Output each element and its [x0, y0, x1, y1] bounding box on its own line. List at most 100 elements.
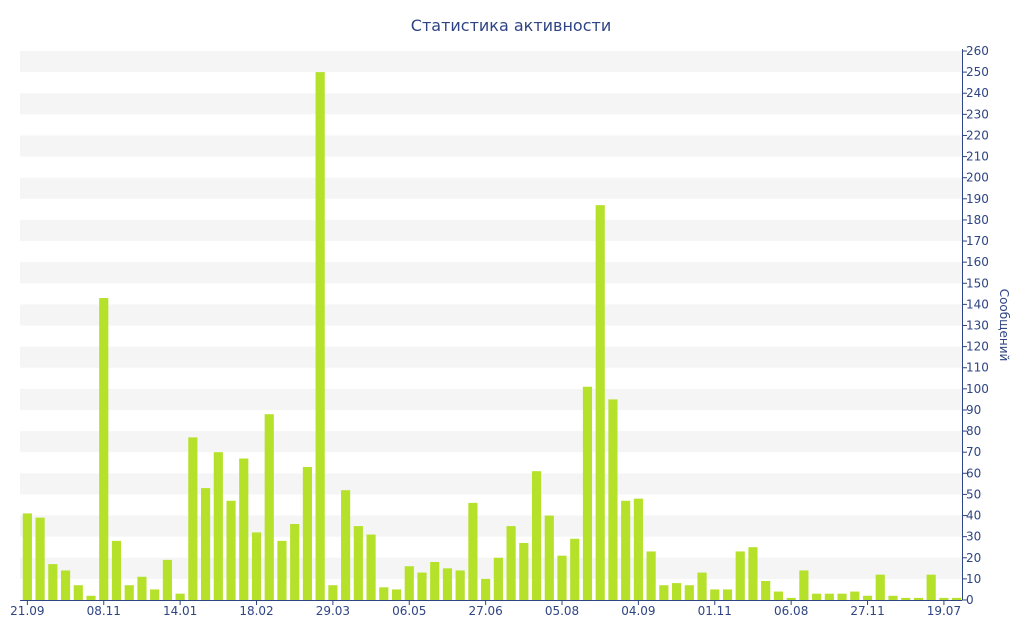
x-tick-label: 14.01	[163, 604, 197, 618]
data-bar	[608, 399, 618, 600]
y-tick-label: 90	[966, 403, 981, 417]
data-bar	[481, 578, 491, 600]
y-tick-label: 170	[966, 234, 989, 248]
data-bar	[722, 589, 733, 600]
data-bar	[519, 542, 529, 600]
data-bar	[379, 587, 389, 600]
data-bar	[264, 414, 274, 600]
x-tick-label: 04.09	[621, 604, 655, 618]
grid-band	[20, 135, 962, 157]
y-tick-label: 30	[966, 530, 981, 544]
grid-band	[20, 219, 962, 242]
data-bar	[455, 570, 465, 600]
x-tick-label: 21.09	[10, 604, 44, 618]
x-tick-label: 27.11	[850, 604, 884, 618]
data-bar	[150, 589, 160, 600]
data-bar	[73, 585, 83, 600]
data-bar	[671, 583, 682, 600]
grid-band	[20, 431, 962, 453]
data-bar	[35, 517, 45, 600]
axes-group: 0 10 20 30 40 50 60 70 80 90 100 110 120 130 140 150 160…	[10, 44, 989, 618]
data-bar	[773, 591, 784, 600]
y-tick-label: 20	[966, 551, 981, 565]
x-tick-label: 29.03	[316, 604, 350, 618]
y-tick-label: 250	[966, 65, 989, 79]
y-tick-label: 60	[966, 466, 981, 480]
data-bar	[493, 557, 503, 600]
grid-bands	[20, 51, 962, 579]
data-bar	[22, 513, 32, 600]
y-tick-label: 40	[966, 509, 981, 523]
grid-band	[20, 177, 962, 199]
x-tick-label: 01.11	[698, 604, 732, 618]
data-bar	[557, 555, 567, 600]
data-bar	[748, 547, 758, 600]
y-tick-label: 150	[966, 276, 989, 290]
data-bar	[913, 597, 924, 600]
y-tick-label: 210	[966, 150, 989, 164]
data-bar	[226, 500, 236, 600]
data-bar	[251, 532, 262, 600]
y-tick-label: 100	[966, 382, 989, 396]
y-tick-label: 220	[966, 128, 989, 142]
chart-title: Статистика активности	[411, 16, 611, 35]
grid-band	[20, 473, 962, 495]
data-bar	[48, 564, 58, 600]
data-bar	[430, 561, 440, 600]
data-bar	[353, 526, 363, 600]
data-bar	[124, 585, 134, 600]
x-tick-label: 19.07	[927, 604, 961, 618]
data-bar	[939, 597, 949, 600]
data-bar	[646, 551, 656, 600]
grid-band	[20, 304, 962, 326]
data-bar	[684, 585, 694, 600]
data-bar	[621, 500, 631, 600]
y-tick-label: 230	[966, 107, 989, 121]
data-bar	[239, 458, 249, 600]
data-bar	[799, 570, 809, 600]
x-tick-label: 06.08	[774, 604, 808, 618]
grid-band	[20, 388, 962, 410]
y-tick-label: 140	[966, 297, 989, 311]
data-bar	[442, 568, 453, 600]
data-bar	[391, 589, 402, 600]
y-tick-label: 120	[966, 340, 989, 354]
data-bar	[531, 471, 542, 600]
data-bar	[570, 538, 580, 600]
data-bar	[86, 595, 96, 600]
grid-band	[20, 262, 962, 284]
data-bar	[786, 597, 796, 600]
x-tick-label: 05.08	[545, 604, 579, 618]
grid-band	[20, 346, 962, 368]
data-bar	[862, 595, 873, 600]
data-bar	[633, 498, 643, 600]
data-bar	[506, 526, 516, 600]
data-bar	[417, 572, 427, 600]
data-bar	[761, 580, 771, 600]
y-tick-label: 240	[966, 86, 989, 100]
data-bar	[99, 298, 109, 600]
data-bar	[60, 570, 71, 600]
data-bar	[901, 597, 911, 600]
y-tick-label: 130	[966, 319, 989, 333]
data-bar	[200, 488, 211, 600]
data-bar	[175, 593, 185, 600]
data-bar	[710, 589, 720, 600]
data-bar	[111, 540, 122, 600]
data-bar	[952, 597, 962, 600]
data-bar	[926, 574, 936, 600]
x-tick-label: 18.02	[239, 604, 273, 618]
y-axis-label: Сообщений	[997, 289, 1011, 362]
y-tick-label: 70	[966, 445, 981, 459]
data-bar	[366, 534, 376, 600]
y-tick-label: 260	[966, 44, 989, 58]
data-bar	[544, 515, 554, 600]
y-tick-label: 0	[966, 593, 974, 607]
data-bar	[404, 566, 414, 600]
grid-band	[20, 93, 962, 115]
y-tick-label: 180	[966, 213, 989, 227]
data-bar	[468, 502, 478, 600]
data-bar	[162, 559, 172, 600]
data-bar	[302, 466, 313, 600]
